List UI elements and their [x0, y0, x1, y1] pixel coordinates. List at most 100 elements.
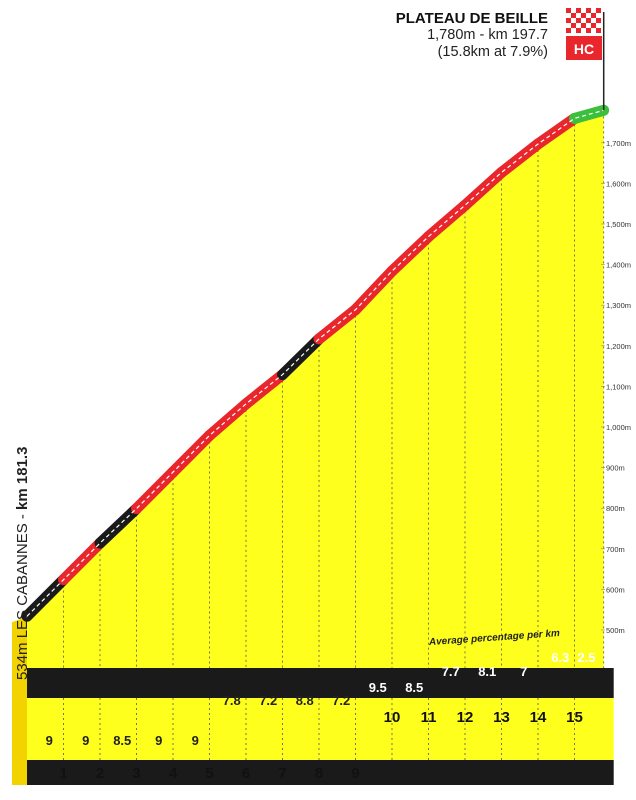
checkered-flag-cell [596, 8, 601, 13]
checkered-flag-cell [581, 8, 586, 13]
summit-info: PLATEAU DE BEILLE 1,780m - km 197.7 (15.… [396, 10, 548, 61]
checkered-flag-cell [571, 13, 576, 18]
gradient-label: 7 [520, 664, 527, 679]
km-marker-labels: 1 2 3 4 5 6 7 8 910 11 12 13 14 15 [59, 709, 583, 782]
checkered-flag-cell [576, 28, 581, 33]
gradient-label: 6.3 [551, 650, 569, 665]
summit-altitude-km: 1,780m - km 197.7 [427, 27, 548, 43]
gradient-strip [27, 698, 614, 760]
checkered-flag-cell [576, 23, 581, 28]
category-label: HC [574, 41, 594, 57]
altitude-tick-label: 1,400m [606, 261, 631, 270]
category-flag [566, 36, 602, 60]
checkered-flag-cell [591, 13, 596, 18]
profile-side-face [12, 616, 27, 785]
checkered-flag-cell [591, 23, 596, 28]
base-band [27, 668, 614, 698]
km-marker: 4 [169, 765, 178, 782]
checkered-flag-cell [596, 13, 601, 18]
altitude-axis: 500m 600m 700m 800m 900m 1,000m 1,100m 1,200m 1,… [601, 139, 631, 635]
km-marker: 8 [315, 765, 323, 782]
altitude-tick-label: 1,700m [606, 139, 631, 148]
checkered-flag-cell [586, 13, 591, 18]
checkered-flag-cell [581, 23, 586, 28]
profile-area [27, 110, 604, 669]
gradient-label: 7.2 [259, 693, 277, 708]
altitude-tick-label: 700m [606, 545, 625, 554]
km-marker: 13 [493, 709, 510, 726]
checkered-flag-cell [566, 18, 571, 23]
gradient-label: 7.2 [332, 693, 350, 708]
altitude-tick-label: 1,500m [606, 220, 631, 229]
summit-flag: HC [566, 8, 605, 111]
gradient-ridge [21, 104, 610, 622]
altitude-tick-label: 1,600m [606, 179, 631, 188]
gradient-label: 9.5 [369, 680, 387, 695]
checkered-flag-cell [576, 13, 581, 18]
checkered-flag-cell [581, 13, 586, 18]
checkered-flag-cell [596, 28, 601, 33]
distance-base [12, 668, 614, 800]
checkered-flag-cell [586, 28, 591, 33]
km-marker: 14 [530, 709, 547, 726]
km-marker: 10 [384, 709, 401, 726]
checkered-flag-cell [566, 8, 571, 13]
km-marker: 6 [242, 765, 250, 782]
checkered-flag-cell [576, 18, 581, 23]
altitude-tick-label: 600m [606, 585, 625, 594]
gradient-label: 7.7 [442, 664, 460, 679]
gradient-label: 9 [192, 733, 199, 748]
checkered-flag-cell [591, 18, 596, 23]
checkered-flag-cell [566, 13, 571, 18]
altitude-tick-label: 1,300m [606, 301, 631, 310]
altitude-tick-label: 1,100m [606, 382, 631, 391]
altitude-tick-label: 1,200m [606, 342, 631, 351]
checkered-flag-cell [571, 8, 576, 13]
summit-length-grade: (15.8km at 7.9%) [437, 44, 548, 60]
ridge-centre-dash [26, 109, 604, 618]
profile-fill [12, 110, 604, 785]
km-marker: 11 [421, 709, 437, 726]
gradient-label: 7.8 [223, 693, 241, 708]
checkered-flag-cell [586, 18, 591, 23]
km-gridlines [63, 116, 605, 668]
altitude-tick-label: 500m [606, 626, 625, 635]
gradient-label: 8.1 [478, 664, 496, 679]
checkered-flag-cell [596, 18, 601, 23]
summit-name: PLATEAU DE BEILLE [395, 10, 548, 27]
checkered-flag-cell [571, 18, 576, 23]
checkered-flag-cell [566, 28, 571, 33]
altitude-tick-label: 1,000m [606, 423, 631, 432]
altitude-tick-label: 800m [606, 504, 625, 513]
checkered-flag-cell [581, 28, 586, 33]
gradient-label: 9 [155, 733, 162, 748]
gradient-label: 2.5 [577, 650, 595, 665]
start-place: 534m LES CABANNES - [14, 509, 31, 680]
km-marker: 3 [132, 765, 140, 782]
start-km: km 181.3 [14, 446, 31, 510]
checkered-flag-cell [566, 23, 571, 28]
checkered-flag-cell [591, 8, 596, 13]
checkered-flag-cell [591, 28, 596, 33]
km-marker: 2 [96, 765, 104, 782]
gradient-label: 8.8 [296, 693, 314, 708]
checkered-flag-cell [586, 8, 591, 13]
checkered-flag-cell [571, 23, 576, 28]
gradient-label: 8.5 [113, 733, 131, 748]
km-marker: 1 [59, 765, 67, 782]
km-marker: 9 [351, 765, 359, 782]
gradient-label: 9 [82, 733, 89, 748]
checkered-flag-cell [581, 18, 586, 23]
km-marker: 12 [457, 709, 474, 726]
km-marker: 5 [205, 765, 213, 782]
checkered-flag-cell [596, 23, 601, 28]
altitude-tick-label: 900m [606, 464, 625, 473]
start-label: 534m LES CABANNES - km 181.3 [14, 447, 31, 680]
base-bottom [12, 785, 614, 800]
km-band [27, 760, 614, 785]
gradient-label: 8.5 [405, 680, 423, 695]
km-marker: 7 [278, 765, 286, 782]
checkered-flag-cell [571, 28, 576, 33]
gradient-labels: 9 9 8.5 9 9 7.8 7.2 8.8 7.2 9.5 8.5 7.7 8.1 7 6.3 2.5 [46, 650, 596, 748]
